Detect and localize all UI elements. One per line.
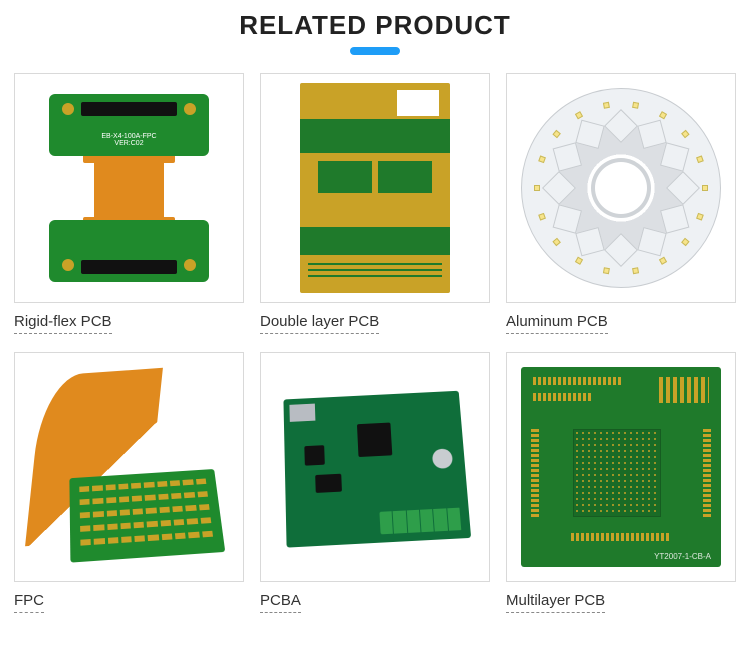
product-image xyxy=(506,73,736,303)
product-image: EB-X4-100A-FPC VER:C02 xyxy=(14,73,244,303)
product-label: Aluminum PCB xyxy=(506,313,608,334)
title-underline xyxy=(350,47,400,55)
related-product-section: RELATED PRODUCT EB-X4-100A-FPC VER:C02 xyxy=(0,0,750,623)
product-grid: EB-X4-100A-FPC VER:C02 Rigid-flex PCB xyxy=(14,73,736,613)
product-card-multilayer-pcb[interactable]: YT2007-1-CB-A Multilayer PCB xyxy=(506,352,736,613)
product-label: Rigid-flex PCB xyxy=(14,313,112,334)
product-card-rigid-flex-pcb[interactable]: EB-X4-100A-FPC VER:C02 Rigid-flex PCB xyxy=(14,73,244,334)
product-card-double-layer-pcb[interactable]: Double layer PCB xyxy=(260,73,490,334)
product-label: PCBA xyxy=(260,592,301,613)
product-card-aluminum-pcb[interactable]: Aluminum PCB xyxy=(506,73,736,334)
section-title: RELATED PRODUCT xyxy=(14,10,736,41)
product-image xyxy=(260,352,490,582)
product-label: FPC xyxy=(14,592,44,613)
product-image: YT2007-1-CB-A xyxy=(506,352,736,582)
product-card-fpc[interactable]: FPC xyxy=(14,352,244,613)
product-image xyxy=(260,73,490,303)
product-card-pcba[interactable]: PCBA xyxy=(260,352,490,613)
product-label: Double layer PCB xyxy=(260,313,379,334)
product-image xyxy=(14,352,244,582)
product-label: Multilayer PCB xyxy=(506,592,605,613)
